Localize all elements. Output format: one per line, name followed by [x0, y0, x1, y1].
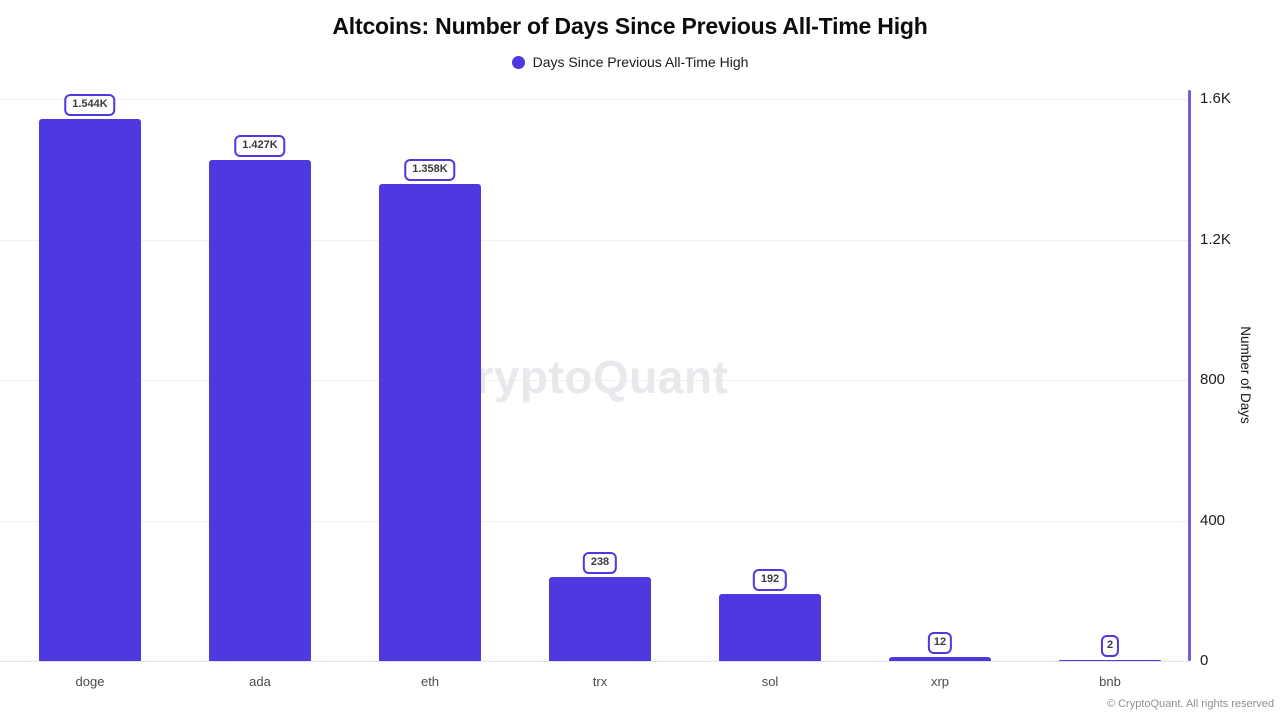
x-label-sol: sol: [761, 674, 779, 689]
value-label-bnb: 2: [1100, 635, 1120, 657]
y-axis-line: [1188, 90, 1191, 661]
y-tick-1.6K: 1.6K: [1200, 90, 1231, 107]
y-axis-title: Number of Days: [1238, 326, 1253, 424]
x-label-doge: doge: [75, 674, 105, 689]
x-axis-labels: doge ada eth trx sol xrp bnb: [0, 674, 1190, 694]
x-label-eth: eth: [420, 674, 440, 689]
y-tick-800: 800: [1200, 371, 1226, 388]
bar-eth[interactable]: [379, 184, 481, 661]
x-label-ada: ada: [249, 674, 271, 689]
y-tick-0: 0: [1200, 652, 1209, 669]
value-label-eth: 1.358K: [404, 159, 456, 181]
value-label-ada: 1.427K: [234, 135, 286, 157]
chart-title: Altcoins: Number of Days Since Previous …: [332, 13, 928, 39]
x-label-xrp: xrp: [930, 674, 950, 689]
plot-area: CryptoQuant 1.544K 1.427K 1.358K 238 192 12 2: [0, 94, 1190, 661]
y-tick-1.2K: 1.2K: [1200, 230, 1231, 248]
bar-ada[interactable]: [209, 160, 311, 661]
gridline-1.6K: [0, 99, 1190, 100]
value-label-xrp: 12: [927, 632, 953, 654]
value-label-trx: 238: [582, 552, 618, 574]
bar-xrp[interactable]: [889, 657, 991, 661]
gridline-1.2K: [0, 239, 1190, 241]
value-label-sol: 192: [752, 569, 788, 591]
legend-dot-icon: [511, 55, 525, 69]
bar-bnb[interactable]: [1059, 660, 1161, 661]
x-label-bnb: bnb: [1099, 674, 1121, 689]
bar-trx[interactable]: [549, 577, 651, 661]
value-label-doge: 1.544K: [64, 94, 116, 116]
gridline-800: [0, 380, 1190, 381]
gridline-400: [0, 520, 1190, 522]
bar-sol[interactable]: [719, 594, 821, 661]
x-axis-line: [0, 661, 1190, 662]
bar-doge[interactable]: [39, 119, 141, 661]
legend: Days Since Previous All-Time High: [0, 54, 1260, 70]
x-label-trx: trx: [592, 674, 608, 689]
legend-item[interactable]: Days Since Previous All-Time High: [511, 54, 749, 70]
watermark: CryptoQuant: [441, 351, 729, 403]
y-tick-400: 400: [1200, 511, 1226, 529]
legend-label: Days Since Previous All-Time High: [532, 54, 749, 70]
copyright: © CryptoQuant. All rights reserved: [1106, 698, 1274, 710]
